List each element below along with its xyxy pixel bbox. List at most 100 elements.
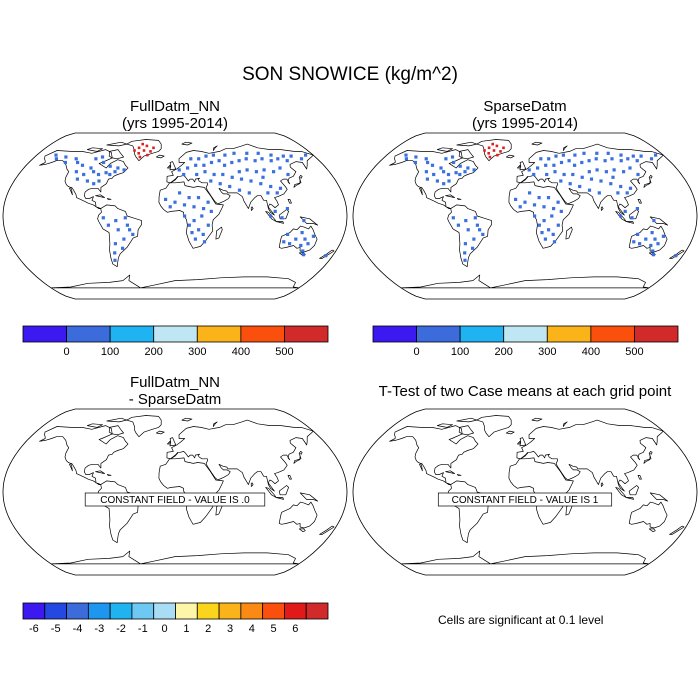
grid-cell — [454, 171, 458, 175]
grid-cell — [545, 172, 549, 177]
grid-cell — [245, 151, 249, 155]
grid-cell-high — [495, 144, 499, 148]
grid-cell — [547, 228, 551, 232]
grid-cell — [301, 249, 305, 253]
grid-cell — [200, 214, 204, 218]
grid-cell — [551, 232, 555, 236]
grid-cell — [187, 196, 191, 200]
grid-cell — [182, 203, 187, 207]
coastline — [648, 252, 656, 257]
grid-cell — [285, 207, 289, 211]
grid-cell — [651, 249, 655, 253]
colorbar-box — [131, 602, 155, 620]
grid-cell — [444, 157, 448, 161]
grid-cell — [639, 154, 643, 158]
grid-cell — [128, 228, 132, 232]
grid-cell — [447, 179, 451, 183]
grid-cell — [578, 184, 582, 189]
coastline — [293, 177, 302, 188]
map-sparse-datm — [352, 132, 698, 300]
coastline — [250, 206, 254, 211]
grid-cell — [552, 240, 557, 244]
grid-cell — [228, 184, 232, 189]
grid-cell — [674, 254, 678, 258]
coastline — [628, 501, 668, 529]
grid-cell-high — [145, 144, 149, 148]
panel-title-line1: SparseDatm — [483, 98, 567, 115]
grid-cell — [610, 157, 614, 161]
grid-cell — [636, 232, 640, 236]
grid-cell — [106, 223, 110, 227]
map-boundary — [2, 132, 348, 300]
panel-title-bottom-right: T-Test of two Case means at each grid po… — [378, 383, 672, 400]
coastline — [517, 164, 521, 169]
colorbar-box — [284, 325, 329, 343]
grid-cell — [561, 153, 565, 157]
grid-cell — [612, 168, 616, 172]
coastline — [170, 176, 178, 184]
panel-title-line1: FullDatm_NN — [129, 98, 220, 115]
grid-cell — [463, 242, 467, 246]
colorbar-box — [262, 602, 285, 620]
grid-cell — [113, 251, 117, 255]
grid-cell — [532, 203, 537, 207]
grid-cell — [587, 159, 591, 163]
grid-cell — [632, 240, 636, 244]
colorbar-tick-label: -2 — [116, 623, 126, 635]
grid-cell — [556, 223, 560, 227]
colorbar-tick-label: 0 — [64, 346, 70, 358]
colorbar-box — [240, 602, 264, 620]
colorbar-box — [284, 602, 307, 620]
grid-cell — [303, 237, 307, 241]
coastline — [669, 525, 685, 535]
grid-cell — [571, 172, 575, 177]
colorbar-tick-label: 1 — [183, 623, 189, 635]
colorbar-tick-label: -5 — [51, 623, 61, 635]
grid-cell — [580, 160, 584, 165]
grid-cell — [74, 157, 78, 161]
colorbar-tick-label: 5 — [270, 623, 276, 635]
colorbar-tick-label: 100 — [101, 346, 119, 358]
grid-cell — [543, 237, 547, 241]
coastline — [389, 425, 479, 485]
colorbar-tick-label: 6 — [292, 623, 298, 635]
grid-cell — [239, 177, 244, 181]
grid-cell — [223, 163, 227, 167]
grid-cell — [114, 219, 118, 223]
constant-field-label: CONSTANT FIELD - VALUE IS .0 — [100, 495, 250, 506]
grid-cell — [481, 232, 485, 236]
grid-cell — [75, 177, 79, 181]
grid-cell — [306, 242, 310, 246]
panel-title-top-left: FullDatm_NN (yrs 1995-2014) — [25, 98, 325, 132]
coastline — [600, 482, 604, 487]
grid-cell — [559, 160, 564, 165]
colorbar-difference: -6 -5 -4 -3 -2 -1 0 1 2 3 4 5 6 — [22, 602, 329, 635]
coastline — [158, 457, 224, 525]
grid-cell — [92, 182, 96, 186]
coastline — [517, 440, 521, 445]
coastline — [625, 221, 634, 224]
grid-cell — [113, 170, 117, 174]
grid-cell — [644, 237, 648, 241]
grid-cell — [606, 151, 610, 155]
grid-cell — [430, 163, 435, 167]
colorbar-sparse-datm: 0 100 200 300 400 500 — [372, 325, 679, 358]
significance-note: Cells are significant at 0.1 level — [438, 613, 604, 627]
colorbar-box — [503, 325, 548, 343]
coastline — [278, 209, 289, 220]
grid-cell — [475, 223, 479, 227]
grid-cell — [230, 160, 234, 165]
grid-cell — [108, 164, 112, 168]
coastline — [669, 249, 685, 259]
grid-cell-high — [487, 146, 491, 150]
coastline — [520, 176, 528, 184]
colorbar-tick-label: 500 — [275, 346, 293, 358]
grid-cell — [183, 214, 187, 218]
grid-cell — [273, 209, 277, 213]
grid-cell — [656, 242, 660, 246]
grid-cell — [609, 182, 613, 186]
coastline — [275, 497, 284, 500]
colorbar-box — [44, 602, 67, 620]
grid-cell — [527, 168, 531, 172]
coastline — [389, 149, 479, 209]
